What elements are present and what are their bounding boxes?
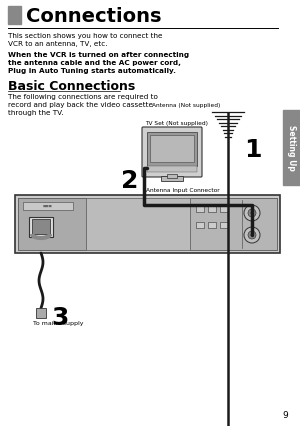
- Circle shape: [244, 205, 260, 221]
- Text: 2: 2: [121, 169, 138, 193]
- Bar: [190, 198, 277, 250]
- Text: The following connections are required to
record and play back the video cassett: The following connections are required t…: [8, 94, 158, 116]
- Bar: [15, 195, 280, 253]
- Bar: [220, 206, 228, 212]
- Bar: [167, 174, 177, 178]
- Text: This section shows you how to connect the
VCR to an antenna, TV, etc.: This section shows you how to connect th…: [8, 33, 163, 47]
- Circle shape: [244, 227, 260, 243]
- Text: 3: 3: [51, 306, 68, 330]
- Text: TV Set (Not supplied): TV Set (Not supplied): [145, 121, 208, 126]
- Bar: [147, 166, 197, 172]
- Bar: [161, 176, 183, 181]
- Text: Connections: Connections: [26, 8, 161, 26]
- Text: ■■■: ■■■: [43, 204, 53, 208]
- FancyBboxPatch shape: [142, 127, 202, 177]
- Bar: [18, 198, 277, 250]
- Bar: [36, 308, 46, 318]
- Text: Basic Connections: Basic Connections: [8, 80, 135, 93]
- Bar: [32, 219, 50, 234]
- Text: 9: 9: [282, 411, 288, 420]
- Bar: [29, 217, 53, 237]
- Bar: [147, 132, 197, 166]
- Bar: [208, 206, 216, 212]
- Bar: [196, 206, 204, 212]
- Bar: [220, 222, 228, 228]
- Text: When the VCR is turned on after connecting
the antenna cable and the AC power co: When the VCR is turned on after connecti…: [8, 52, 189, 74]
- Circle shape: [250, 211, 254, 215]
- Circle shape: [250, 233, 254, 236]
- Bar: [23, 202, 73, 210]
- Bar: [283, 110, 300, 185]
- Text: Setting Up: Setting Up: [287, 124, 296, 170]
- Bar: [8, 6, 21, 24]
- Circle shape: [248, 231, 256, 239]
- Bar: [196, 222, 204, 228]
- Bar: [18, 198, 86, 250]
- Circle shape: [248, 209, 256, 217]
- Bar: [208, 222, 216, 228]
- Text: Antenna Input Connector: Antenna Input Connector: [146, 188, 220, 193]
- Text: 1: 1: [244, 138, 262, 162]
- Text: Antenna (Not supplied): Antenna (Not supplied): [152, 103, 220, 108]
- Text: To mains supply: To mains supply: [33, 321, 83, 326]
- Bar: [150, 135, 194, 162]
